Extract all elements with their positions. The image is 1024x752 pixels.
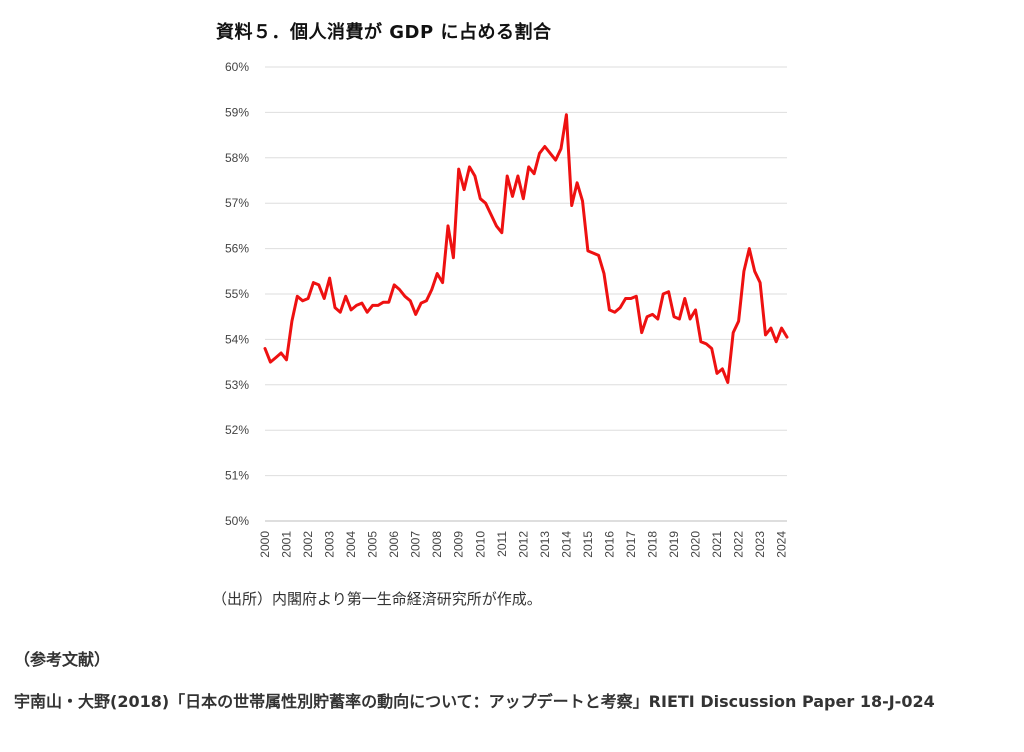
y-tick-label: 58% [225,151,249,165]
y-tick-label: 50% [225,514,249,528]
x-tick-label: 2011 [495,531,509,557]
x-tick-label: 2020 [689,531,703,558]
x-tick-label: 2003 [323,531,337,558]
x-tick-label: 2010 [473,531,487,558]
x-tick-label: 2014 [559,531,573,558]
y-tick-label: 57% [225,196,249,210]
x-tick-label: 2008 [430,531,444,558]
x-tick-label: 2013 [538,531,552,558]
x-tick-label: 2007 [409,531,423,558]
x-tick-label: 2019 [667,531,681,558]
x-tick-label: 2006 [387,531,401,558]
x-tick-label: 2012 [516,531,530,558]
x-tick-label: 2004 [344,531,358,558]
y-tick-label: 56% [225,242,249,256]
x-tick-label: 2023 [753,531,767,558]
x-tick-label: 2021 [710,531,724,558]
x-tick-label: 2002 [301,531,315,558]
x-tick-label: 2024 [775,531,789,558]
x-tick-label: 2015 [581,531,595,558]
x-tick-label: 2017 [624,531,638,558]
x-tick-label: 2022 [732,531,746,558]
y-tick-label: 54% [225,332,249,346]
x-tick-label: 2016 [602,531,616,558]
y-tick-label: 60% [225,60,249,74]
reference-entry: 宇南山・大野(2018)「日本の世帯属性別貯蓄率の動向について：アップデートと考… [14,692,935,711]
x-tick-label: 2018 [645,531,659,558]
y-tick-label: 59% [225,105,249,119]
series-line [263,113,789,384]
y-tick-label: 52% [225,423,249,437]
x-axis: 2000 2001 2002 2003 2004 2005 2006 2007 2008 2009… [258,531,789,558]
y-tick-label: 51% [225,469,249,483]
chart: 50%51%52%53%54%55%56%57%58%59%60% 2000 20… [225,60,789,558]
references-heading: （参考文献） [14,650,111,669]
source-note: （出所）内閣府より第一生命経済研究所が作成。 [212,590,542,608]
gridlines [265,66,787,522]
y-axis: 50% 51% 52% 53% 54% 55% 56% 57% 58% 59% 60% [225,60,249,528]
x-tick-label: 2009 [452,531,466,558]
x-tick-label: 2001 [280,531,294,558]
chart-title: 資料５．個人消費が GDP に占める割合 [216,22,552,43]
series-layer [263,113,789,384]
x-tick-label: 2000 [258,531,272,558]
y-tick-label: 55% [225,287,249,301]
y-tick-label: 53% [225,378,249,392]
x-tick-label: 2005 [366,531,380,558]
